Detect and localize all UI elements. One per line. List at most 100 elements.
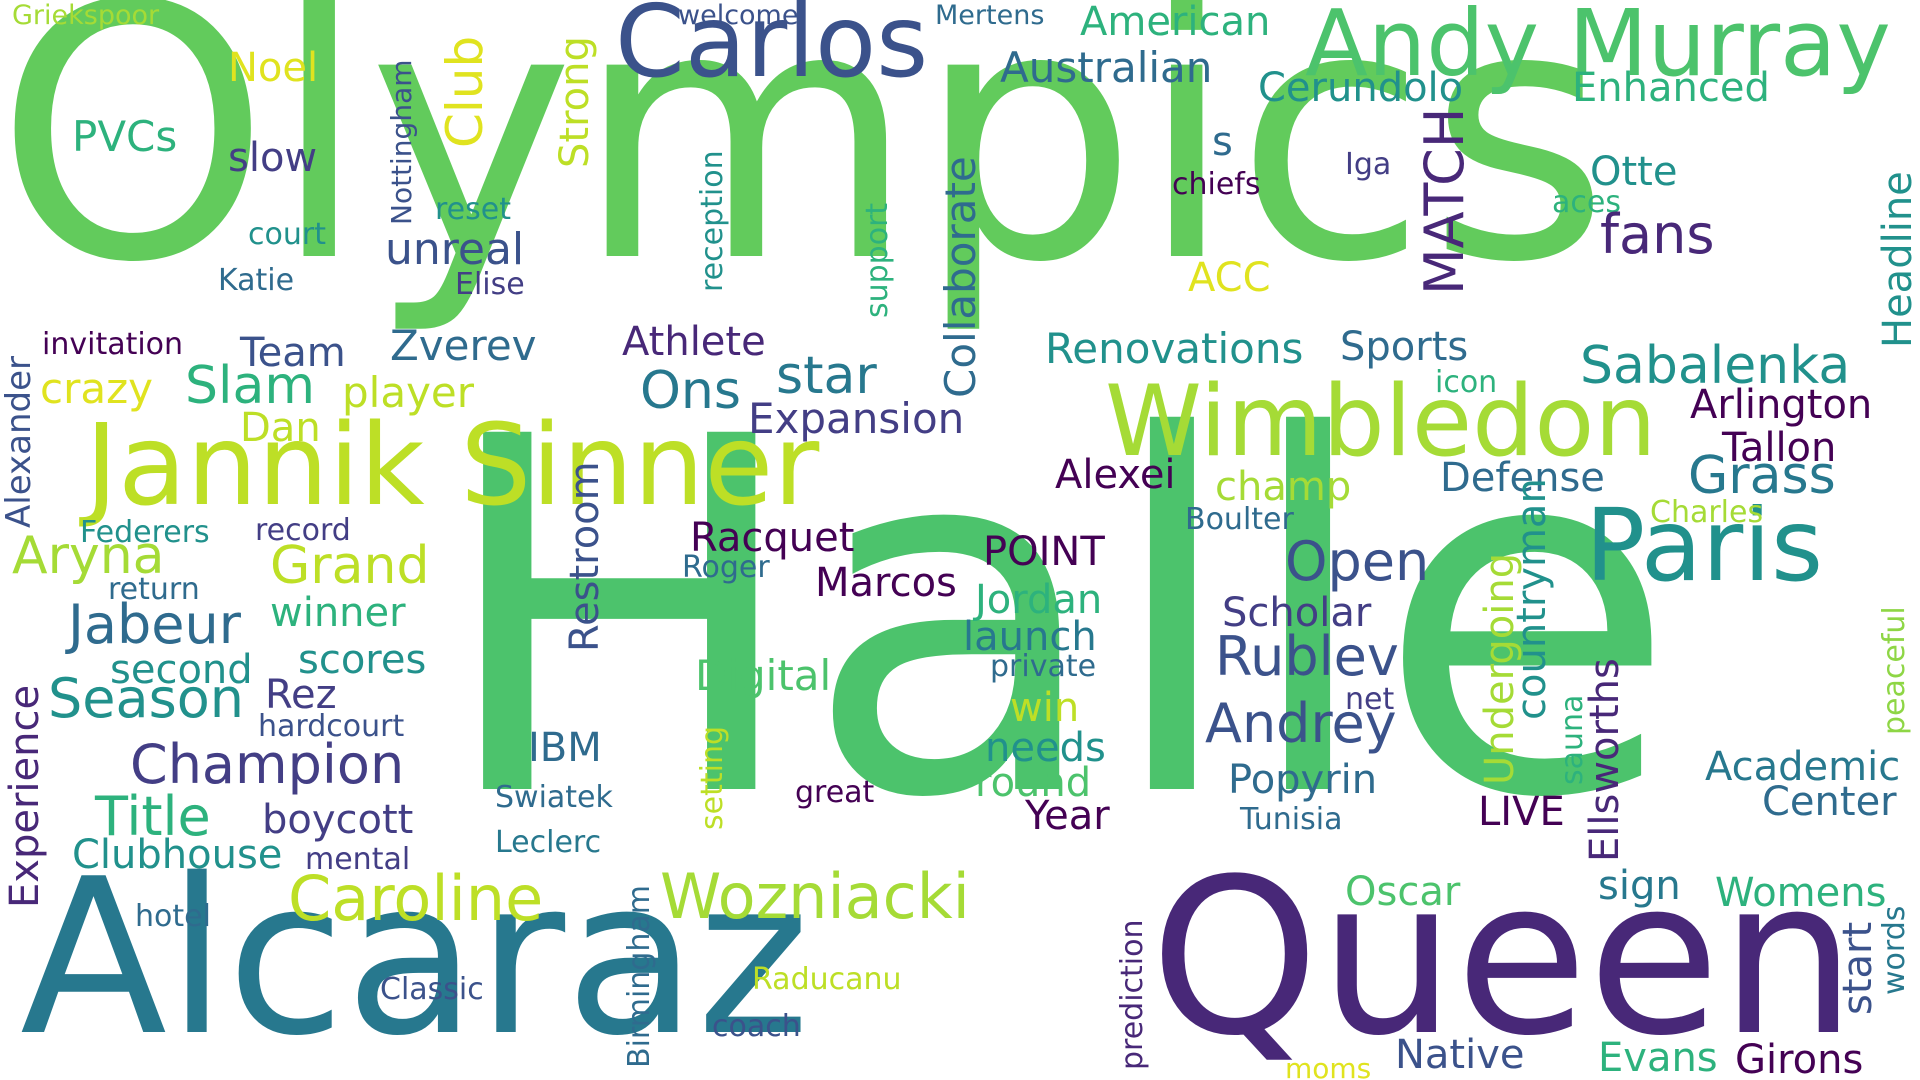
word-caroline: Caroline: [288, 862, 544, 935]
word-halle: Halle: [435, 334, 1678, 905]
word-champ: champ: [1215, 464, 1352, 510]
word-charles: Charles: [1650, 495, 1764, 530]
word-otte: Otte: [1590, 149, 1678, 195]
word-icon: icon: [1435, 365, 1498, 400]
word-year: Year: [1025, 793, 1110, 839]
word-crazy: crazy: [40, 364, 153, 413]
word-great: great: [795, 775, 875, 810]
word-player: player: [342, 368, 475, 417]
word-restroom: Restroom: [562, 461, 608, 652]
word-alexei: Alexei: [1055, 452, 1176, 498]
word-undergoing: Undergoing: [1477, 552, 1523, 785]
word-alexander: Alexander: [0, 355, 39, 528]
word-queen: Queen: [1150, 832, 1857, 1080]
word-wozniacki: Wozniacki: [660, 860, 970, 933]
word-experience: Experience: [2, 684, 48, 908]
word-sign: sign: [1598, 863, 1681, 909]
word-alcaraz: Alcaraz: [20, 832, 810, 1080]
word-evans: Evans: [1598, 1035, 1718, 1080]
word-scholar: Scholar: [1222, 590, 1372, 636]
word-griekspoor: Griekspoor: [12, 0, 160, 31]
word-jordan: Jordan: [975, 577, 1103, 623]
word-fans: fans: [1600, 203, 1715, 266]
word-paris: Paris: [1585, 487, 1824, 604]
word-sports: Sports: [1340, 324, 1469, 370]
word-popyrin: Popyrin: [1228, 757, 1378, 803]
word-prediction: prediction: [1115, 919, 1150, 1070]
word-rublev: Rublev: [1215, 625, 1399, 688]
word-oscar: Oscar: [1345, 869, 1461, 915]
word-boulter: Boulter: [1185, 502, 1294, 537]
word-winner: winner: [270, 590, 406, 636]
word-team: Team: [240, 330, 346, 376]
word-olympics: Olympics: [0, 0, 1610, 339]
word-wimbledon: Wimbledon: [1105, 365, 1657, 479]
word-launch: launch: [963, 614, 1097, 660]
word-aces: aces: [1552, 185, 1621, 220]
word-jannik-sinner: Jannik Sinner: [85, 401, 820, 531]
word-leclerc: Leclerc: [495, 825, 602, 860]
word-digital: Digital: [695, 651, 832, 700]
word-cerundolo: Cerundolo: [1258, 65, 1464, 111]
word-carlos: Carlos: [615, 0, 929, 100]
word-private: private: [990, 649, 1097, 684]
word-title: Title: [95, 785, 211, 848]
word-slow: slow: [228, 135, 318, 181]
word-native: Native: [1395, 1032, 1525, 1078]
word-point: POINT: [983, 529, 1105, 575]
word-tunisia: Tunisia: [1240, 802, 1343, 837]
word-start: start: [1835, 921, 1881, 1015]
word-open: Open: [1285, 530, 1430, 593]
word-win: win: [1010, 685, 1080, 731]
word-center: Center: [1762, 779, 1897, 825]
word-mental: mental: [305, 842, 411, 877]
word-unreal: unreal: [385, 224, 525, 275]
word-pvcs: PVCs: [72, 112, 178, 161]
word-roger: Roger: [682, 550, 770, 585]
word-classic: Classic: [380, 972, 484, 1007]
word-peaceful: peaceful: [1877, 606, 1912, 735]
word-court: court: [248, 217, 326, 252]
word-tallon: Tallon: [1722, 425, 1837, 471]
word-words: words: [1877, 905, 1912, 995]
word-sauna: sauna: [1555, 694, 1590, 785]
word-girons: Girons: [1735, 1037, 1864, 1080]
word-nottingham: Nottingham: [385, 59, 418, 225]
word-andrey: Andrey: [1205, 692, 1397, 755]
word-ons: Ons: [640, 361, 741, 421]
word-elise: Elise: [455, 267, 525, 302]
word-slam: Slam: [185, 356, 315, 416]
word-womens: Womens: [1715, 870, 1887, 916]
word-birmingham: Birmingham: [622, 885, 657, 1068]
word-reset: reset: [435, 192, 511, 227]
word-ellsworths: Ellsworths: [1582, 658, 1628, 862]
word-federers: Federers: [80, 515, 210, 550]
word-clubhouse: Clubhouse: [72, 832, 283, 878]
word-moms: moms: [1285, 1052, 1372, 1080]
word-reception: reception: [695, 150, 730, 292]
word-chiefs: chiefs: [1172, 167, 1261, 202]
word-welcome: welcome: [678, 0, 799, 31]
word-star: star: [776, 346, 877, 406]
word-racquet: Racquet: [690, 515, 855, 561]
word-sabalenka: Sabalenka: [1580, 336, 1851, 396]
word-scores: scores: [298, 637, 427, 683]
word-expansion: Expansion: [748, 394, 965, 443]
word-headline: Headline: [1875, 171, 1920, 348]
word-academic: Academic: [1705, 744, 1901, 790]
word-return: return: [108, 572, 200, 607]
word-invitation: invitation: [42, 327, 184, 362]
word-dan: Dan: [240, 405, 321, 451]
word-ibm: IBM: [528, 725, 602, 771]
word-support: support: [860, 202, 895, 318]
word-second: second: [110, 647, 253, 693]
word-swiatek: Swiatek: [495, 780, 613, 815]
word-record: record: [255, 513, 351, 548]
word-noel: Noel: [228, 45, 319, 91]
word-andy-murray: Andy Murray: [1305, 0, 1891, 97]
word-match: MATCH: [1413, 107, 1476, 295]
word-round: round: [975, 760, 1092, 806]
word-mertens: Mertens: [935, 0, 1045, 31]
word-coach: coach: [712, 1009, 801, 1044]
